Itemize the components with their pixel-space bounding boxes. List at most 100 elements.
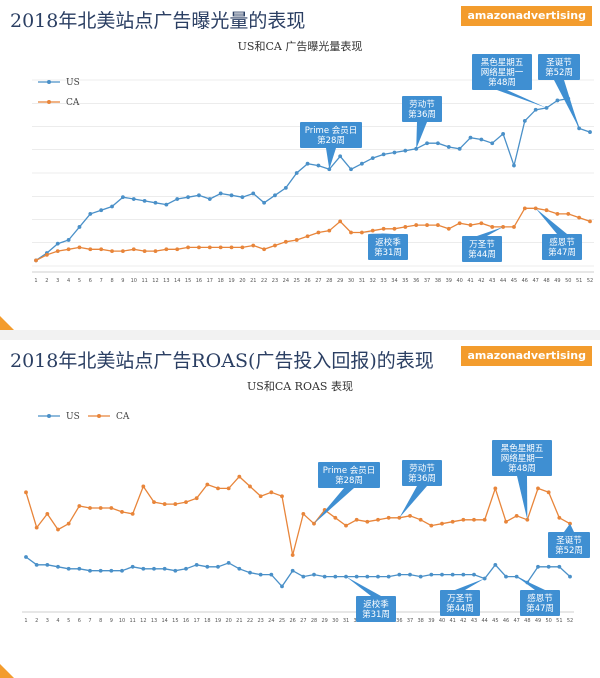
callout-box [402, 460, 442, 486]
data-point-ca [376, 517, 380, 522]
callout-label: 感恩节 [527, 593, 553, 604]
data-point-us [446, 145, 451, 149]
data-point-us [461, 572, 466, 577]
data-point-ca [446, 226, 451, 231]
x-tick-label: 13 [151, 618, 157, 624]
data-point-us [226, 560, 231, 565]
data-point-us [312, 572, 316, 577]
x-tick-label: 41 [467, 278, 473, 284]
data-point-ca [354, 517, 359, 522]
series-line-ca [35, 207, 591, 261]
callout-label: 第31周 [362, 609, 390, 620]
x-tick-label: 3 [46, 618, 49, 624]
data-point-us [121, 195, 125, 200]
legend-label: US [66, 412, 80, 422]
data-point-us [130, 564, 135, 569]
x-tick-label: 47 [532, 278, 538, 284]
x-tick-label: 24 [268, 618, 274, 624]
data-point-ca [386, 515, 391, 520]
callout-box [542, 234, 582, 260]
x-tick-label: 16 [196, 278, 202, 284]
x-tick-label: 38 [435, 278, 441, 284]
data-point-us [240, 195, 245, 200]
x-tick-label: 38 [417, 618, 423, 624]
x-tick-label: 37 [424, 278, 430, 284]
x-tick-label: 51 [556, 618, 562, 624]
data-point-ca [490, 225, 495, 229]
x-tick-label: 15 [172, 618, 178, 624]
data-point-ca [504, 519, 508, 524]
data-point-ca [479, 221, 484, 226]
x-tick-label: 48 [524, 618, 530, 624]
callout-pointer [564, 523, 574, 532]
legend-label: US [66, 78, 80, 88]
x-tick-label: 30 [332, 618, 338, 624]
x-tick-label: 29 [337, 278, 343, 284]
data-point-us [533, 107, 538, 112]
callout-box [472, 54, 532, 90]
callout-label: 第44周 [446, 603, 474, 614]
callout-pointer [455, 578, 485, 590]
x-tick-label: 26 [289, 618, 295, 624]
x-tick-label: 8 [110, 278, 113, 284]
data-point-us [370, 156, 375, 161]
callout-box [368, 234, 408, 260]
data-point-us [403, 148, 408, 153]
data-point-ca [482, 517, 487, 522]
x-tick-label: 6 [89, 278, 92, 284]
data-point-us [522, 119, 527, 123]
x-tick-label: 1 [24, 618, 27, 624]
data-point-ca [457, 221, 462, 226]
slide-title: 2018年北美站点广告曝光量的表现 [10, 10, 306, 32]
data-point-ca [110, 249, 114, 254]
x-tick-label: 45 [511, 278, 517, 284]
data-point-us [164, 202, 169, 207]
data-point-ca [24, 490, 28, 495]
x-tick-label: 23 [272, 278, 278, 284]
corner-accent [0, 316, 14, 330]
callout-pointer [346, 576, 381, 596]
data-point-us [544, 106, 549, 110]
data-point-us [88, 568, 92, 573]
data-point-us [77, 225, 82, 229]
data-point-ca [216, 486, 220, 491]
data-point-ca [365, 519, 370, 524]
data-point-ca [34, 258, 38, 263]
x-tick-label: 11 [129, 618, 135, 624]
data-point-ca [175, 247, 180, 252]
data-point-us [338, 154, 343, 159]
data-point-ca [34, 525, 39, 530]
x-tick-label: 22 [261, 278, 267, 284]
data-point-ca [283, 239, 288, 244]
data-point-us [429, 572, 434, 577]
data-point-ca [392, 226, 397, 231]
data-point-us [141, 566, 146, 571]
callout-label: 网络星期一 [501, 453, 544, 464]
callout-label: 劳动节 [409, 463, 435, 474]
callout-pointer [477, 226, 504, 236]
callout-label: 万圣节 [447, 594, 473, 604]
data-point-ca [414, 223, 419, 227]
data-point-ca [546, 490, 551, 495]
series-line-ca [25, 475, 571, 556]
x-tick-label: 31 [359, 278, 365, 284]
data-point-ca [403, 225, 408, 229]
data-point-us [152, 566, 156, 571]
callout-pointer [554, 80, 580, 129]
x-tick-label: 35 [402, 278, 408, 284]
data-point-us [493, 562, 498, 567]
data-point-ca [186, 245, 190, 250]
x-tick-label: 49 [535, 618, 541, 624]
data-point-ca [370, 228, 375, 233]
callout-label: 劳动节 [409, 99, 435, 110]
x-tick-label: 50 [545, 618, 551, 624]
data-point-ca [273, 243, 277, 248]
x-tick-label: 20 [225, 618, 231, 624]
x-tick-label: 27 [300, 618, 306, 624]
x-tick-label: 12 [140, 618, 146, 624]
data-point-ca [425, 223, 429, 227]
data-point-us [162, 566, 167, 571]
data-point-us [305, 161, 310, 166]
x-tick-label: 51 [576, 278, 582, 284]
data-point-us [153, 200, 158, 205]
